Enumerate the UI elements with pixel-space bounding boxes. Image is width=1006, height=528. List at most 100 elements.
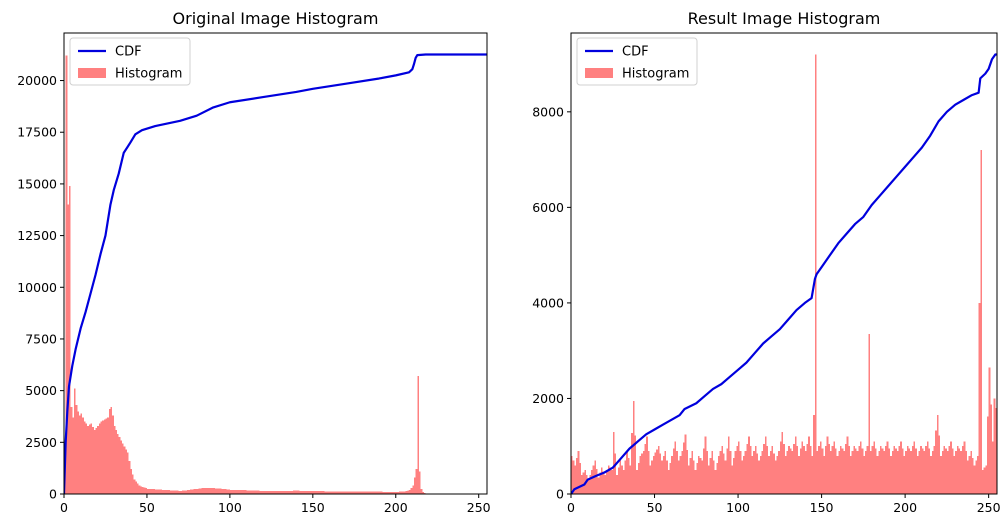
histogram-bar [70,407,73,494]
y-tick-label: 10000 [17,280,57,295]
histogram-bar [833,441,835,494]
histogram-bar [158,489,161,494]
histogram-bar [604,474,607,494]
histogram-bar [696,462,698,494]
histogram-bar [863,455,866,494]
histogram-bar [374,491,376,494]
histogram-bar [636,470,638,494]
histogram-bar [304,490,307,494]
histogram-bar [223,489,225,494]
histogram-bar [75,405,78,494]
histogram-bar [224,489,227,494]
histogram-bar [794,436,797,494]
histogram-bar [738,441,740,494]
histogram-bar [128,460,131,494]
histogram-bar [943,446,946,494]
histogram-bar [350,491,353,494]
histogram-bar [100,421,103,494]
histogram-bar [876,455,879,494]
histogram-bar [936,415,939,494]
histogram-bar [302,490,305,494]
histogram-bar [736,446,739,494]
histogram-bar [253,490,255,494]
histogram-bar [195,489,197,494]
legend-label: Histogram [115,67,182,82]
histogram-bar [576,458,578,494]
histogram-bar [572,460,575,494]
histogram-bar [991,441,994,494]
histogram-bar [821,448,824,494]
histogram-bar [880,446,882,494]
histogram-bar [754,446,757,494]
histogram-bar [259,490,262,494]
histogram-bar [888,448,891,494]
histogram-bar [776,455,779,494]
histogram-bar [948,446,951,494]
x-tick-label: 250 [977,500,1001,515]
histogram-bar [829,451,832,494]
histogram-bar [238,490,240,494]
histogram-bar [173,490,176,494]
histogram-bar [798,455,800,494]
histogram-bar [301,490,303,494]
histogram-bar [868,333,871,494]
histogram-bar [597,477,600,494]
histogram-bar [306,490,308,494]
histogram-bar [65,55,68,494]
histogram-bar [135,481,137,494]
histogram-bar [669,462,672,494]
histogram-bar [639,455,642,494]
histogram-bar [860,441,862,494]
histogram-bar [93,429,96,494]
histogram-bar [409,489,411,494]
histogram-bar [420,488,423,494]
histogram-bar [973,465,976,494]
histogram-bar [339,491,342,494]
histogram-bar [349,491,351,494]
histogram-bar [216,488,219,494]
histogram-bar [87,425,89,494]
histogram-bar [384,491,386,494]
histogram-bar [741,460,744,494]
histogram-bar [686,449,688,494]
histogram-bar [185,490,187,494]
histogram-bar [389,491,391,494]
histogram-bar [229,489,232,494]
histogram-bar [893,446,896,494]
histogram-bar [951,448,954,494]
histogram-bar [399,491,401,494]
histogram-bar [95,427,98,494]
histogram-bar [806,443,809,494]
histogram-bar [667,470,670,494]
histogram-bar [153,489,156,494]
histogram-bar [616,474,618,494]
histogram-bar [831,446,834,494]
histogram-bar [626,451,628,494]
histogram-bar [707,465,710,494]
histogram-bar [749,446,752,494]
histogram-bar [112,415,114,494]
histogram-bar [72,417,74,494]
histogram-bar [672,448,675,494]
histogram-bar [166,490,169,494]
histogram-bar [816,451,819,494]
histogram-bar [286,490,288,494]
histogram-bar [804,451,807,494]
histogram-bar [661,460,663,494]
histogram-bar [664,451,667,494]
histogram-bar [875,448,877,494]
histogram-bar [614,453,617,494]
histogram-bar [218,488,220,494]
x-tick-label: 0 [60,500,68,515]
histogram-bar [773,453,775,494]
histogram-bar [781,431,784,494]
histogram-bar [644,443,647,494]
histogram-bar [916,455,919,494]
histogram-bar [291,490,293,494]
histogram-bar [910,451,912,494]
histogram-bar [113,425,116,494]
histogram-bar [198,488,201,494]
histogram-bar [679,455,682,494]
histogram-bar [637,462,640,494]
histogram-bar [778,451,780,494]
